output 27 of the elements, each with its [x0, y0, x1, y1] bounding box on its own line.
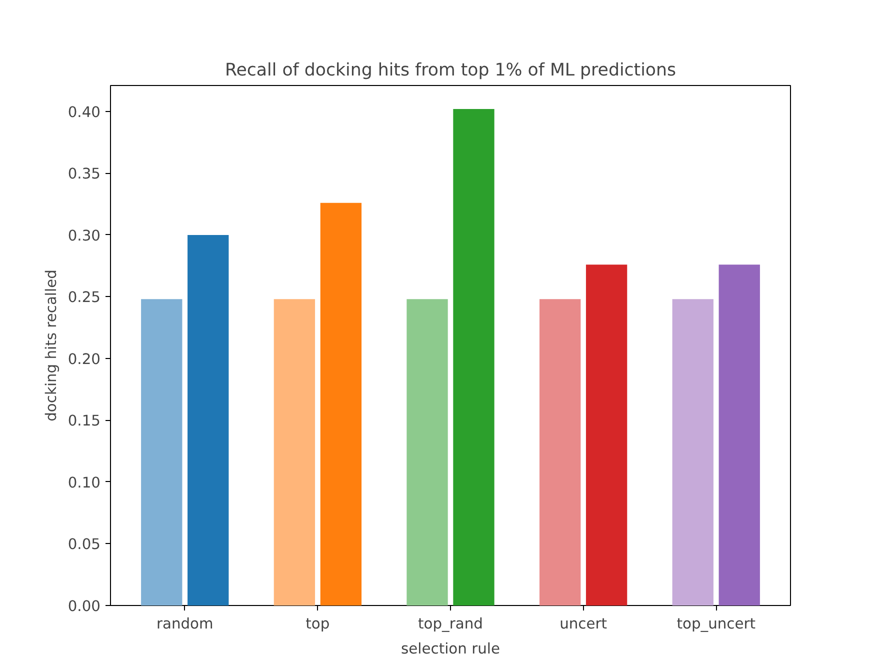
y-tick-label: 0.00 [68, 598, 101, 615]
bar [718, 264, 760, 606]
y-tick-label: 0.40 [68, 104, 101, 121]
bar [141, 299, 182, 606]
y-tick-label: 0.20 [68, 350, 101, 368]
y-axis-title: docking hits recalled [42, 270, 60, 422]
x-tick-label: random [156, 616, 214, 632]
bar [453, 108, 494, 606]
y-tick-label: 0.35 [68, 166, 101, 183]
y-tick-label: 0.05 [68, 536, 101, 554]
bar [274, 299, 316, 606]
x-tick-label: top [306, 616, 330, 632]
bar [539, 299, 581, 606]
bar [672, 299, 714, 606]
y-tick-label: 0.10 [68, 474, 101, 492]
y-tick-label: 0.25 [68, 289, 101, 306]
x-tick-label: uncert [560, 616, 608, 632]
x-tick-label: top_uncert [676, 616, 756, 632]
bar [188, 234, 229, 606]
x-tick-label: top_rand [418, 616, 483, 632]
chart-title: Recall of docking hits from top 1% of ML predictions [224, 60, 676, 80]
bar [586, 264, 628, 606]
bar [406, 299, 448, 606]
y-tick-label: 0.30 [68, 227, 101, 244]
x-axis-title: selection rule [401, 640, 500, 658]
y-tick-label: 0.15 [68, 412, 101, 430]
bar [320, 202, 362, 606]
